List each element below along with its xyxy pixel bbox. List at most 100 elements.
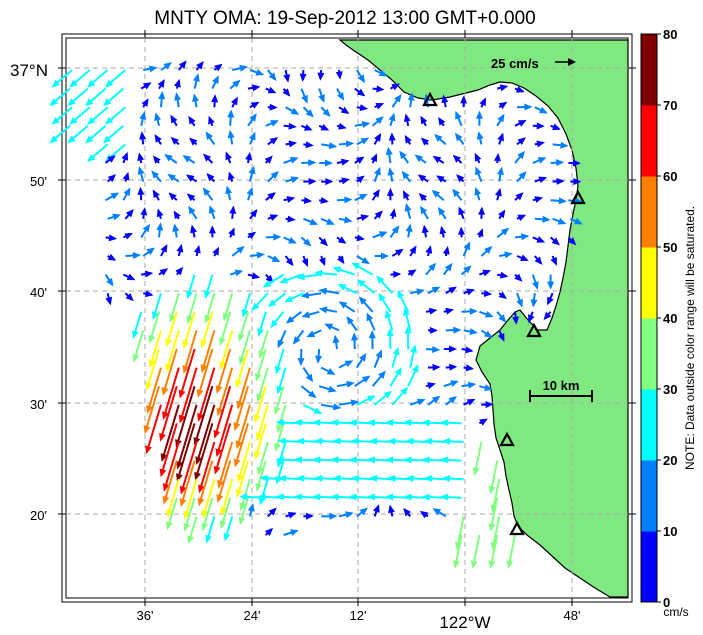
current-vector	[237, 441, 251, 481]
scale-arrow-head	[568, 58, 576, 66]
current-vector-head	[49, 135, 58, 144]
current-vector-head	[239, 64, 248, 72]
current-vector-head	[328, 142, 338, 150]
current-vector-head	[216, 494, 224, 503]
current-vector-head	[437, 206, 446, 216]
current-vector-head	[159, 268, 169, 276]
current-vector-head	[202, 187, 211, 196]
current-vector-head	[388, 112, 396, 122]
current-vector	[235, 348, 249, 387]
current-vector-head	[277, 339, 285, 349]
current-vector-head	[235, 489, 243, 498]
current-vector-head	[493, 153, 501, 162]
current-vector-head	[356, 88, 366, 97]
current-vector-head	[246, 186, 254, 196]
current-vector-head	[375, 103, 385, 110]
current-vector	[198, 441, 216, 492]
current-vector-head	[475, 166, 482, 176]
current-vector-head	[141, 98, 149, 107]
current-vector-head	[370, 153, 378, 163]
current-vector	[160, 423, 178, 476]
current-vector-head	[479, 97, 486, 107]
current-vector-head	[284, 295, 293, 303]
lon-label-48: 48'	[564, 608, 581, 623]
current-vector-head	[140, 207, 148, 216]
current-vector-head	[449, 363, 458, 371]
current-vector-head	[348, 419, 357, 427]
current-vector-head	[402, 190, 410, 199]
current-vector-head	[359, 104, 369, 112]
current-vector-head	[330, 419, 339, 427]
current-vector-head	[385, 456, 394, 464]
current-vector-head	[107, 253, 117, 261]
current-vector-head	[248, 165, 256, 175]
current-vector-head	[159, 432, 166, 442]
current-vector	[254, 385, 267, 422]
current-vector-head	[287, 215, 296, 223]
current-vector	[184, 478, 198, 518]
current-vector-head	[312, 456, 321, 464]
current-vector-head	[407, 269, 417, 277]
current-vector-head	[360, 214, 370, 222]
current-vector-head	[277, 437, 286, 445]
current-vector-head	[475, 110, 483, 119]
current-vector-head	[154, 134, 162, 143]
current-vector-head	[104, 116, 114, 125]
current-vector-head	[69, 79, 78, 88]
current-vector-head	[341, 177, 350, 185]
current-vector-head	[318, 94, 325, 103]
current-vector-head	[173, 210, 181, 220]
current-vector-head	[543, 311, 552, 321]
current-vector-head	[186, 315, 194, 325]
current-vector-head	[301, 311, 311, 319]
current-vector-head	[327, 385, 337, 393]
current-vector	[183, 311, 196, 348]
current-vector-head	[474, 186, 482, 196]
current-vector	[144, 385, 160, 433]
current-vector-head	[421, 224, 429, 234]
current-vector-head	[346, 380, 355, 388]
current-vector-head	[335, 71, 343, 80]
current-vector-head	[161, 387, 169, 396]
current-vector-head	[356, 279, 366, 287]
current-vector-head	[145, 445, 152, 455]
current-vector-head	[470, 560, 478, 569]
current-vector-head	[303, 238, 312, 247]
current-vector-head	[416, 398, 426, 406]
current-vector-head	[338, 122, 347, 130]
current-vector-head	[176, 460, 183, 470]
current-vector-head	[572, 159, 581, 167]
current-vector-head	[137, 166, 145, 175]
current-vector-head	[257, 493, 266, 501]
current-vector-head	[87, 154, 96, 162]
current-vector-head	[158, 91, 166, 100]
current-vector-head	[299, 73, 307, 82]
current-vector-head	[431, 395, 441, 404]
current-vector-head	[498, 209, 506, 219]
current-vector-head	[432, 508, 442, 516]
current-vector-head	[146, 247, 155, 255]
current-vector-head	[356, 234, 365, 242]
current-vector-head	[469, 307, 478, 315]
current-vector-head	[175, 266, 184, 276]
current-vector-head	[337, 255, 345, 265]
current-vector-head	[439, 225, 447, 235]
current-vector-head	[255, 482, 263, 492]
current-vector-head	[425, 245, 433, 254]
current-vector-head	[288, 237, 297, 244]
current-vector-head	[170, 114, 178, 124]
current-vector-head	[249, 113, 257, 122]
current-vector-head	[248, 131, 256, 141]
current-vector	[214, 385, 232, 438]
current-vector-head	[206, 173, 215, 182]
current-vector-head	[204, 290, 211, 299]
current-vector-head	[497, 332, 505, 342]
current-vector-head	[518, 171, 527, 180]
colorbar-segment	[641, 34, 657, 106]
current-vector-head	[123, 187, 131, 197]
current-vector-head	[192, 93, 199, 102]
current-vector	[201, 311, 214, 347]
current-vector-head	[178, 414, 186, 424]
current-vector-head	[201, 522, 209, 532]
current-vector-head	[383, 390, 392, 399]
